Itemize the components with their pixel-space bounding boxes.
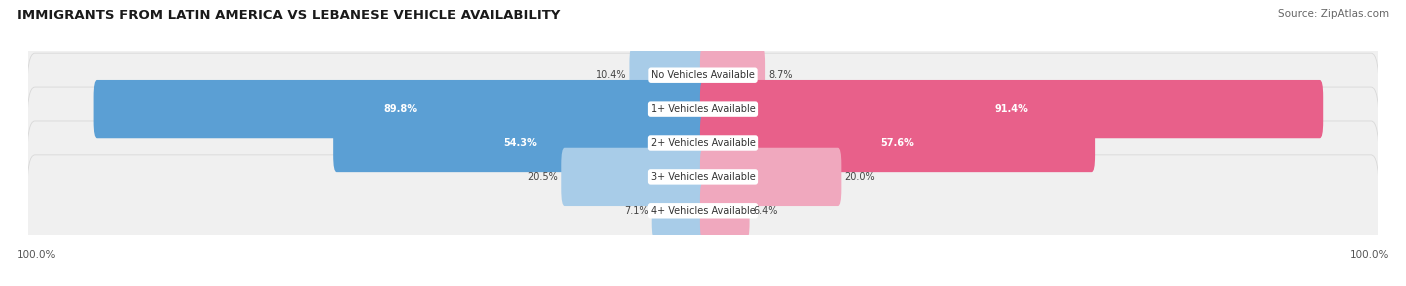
Text: 20.0%: 20.0% (845, 172, 876, 182)
Text: Source: ZipAtlas.com: Source: ZipAtlas.com (1278, 9, 1389, 19)
FancyBboxPatch shape (94, 80, 706, 138)
Text: 10.4%: 10.4% (596, 70, 626, 80)
FancyBboxPatch shape (700, 148, 841, 206)
FancyBboxPatch shape (27, 53, 1379, 165)
Text: 57.6%: 57.6% (880, 138, 914, 148)
Text: 89.8%: 89.8% (382, 104, 418, 114)
FancyBboxPatch shape (700, 114, 1095, 172)
FancyBboxPatch shape (652, 182, 706, 240)
FancyBboxPatch shape (561, 148, 706, 206)
FancyBboxPatch shape (700, 46, 765, 104)
FancyBboxPatch shape (27, 121, 1379, 233)
Text: 3+ Vehicles Available: 3+ Vehicles Available (651, 172, 755, 182)
Text: 8.7%: 8.7% (769, 70, 793, 80)
Text: No Vehicles Available: No Vehicles Available (651, 70, 755, 80)
Text: 1+ Vehicles Available: 1+ Vehicles Available (651, 104, 755, 114)
Text: 4+ Vehicles Available: 4+ Vehicles Available (651, 206, 755, 216)
FancyBboxPatch shape (333, 114, 706, 172)
FancyBboxPatch shape (630, 46, 706, 104)
Text: 100.0%: 100.0% (1350, 250, 1389, 260)
Text: IMMIGRANTS FROM LATIN AMERICA VS LEBANESE VEHICLE AVAILABILITY: IMMIGRANTS FROM LATIN AMERICA VS LEBANES… (17, 9, 560, 21)
FancyBboxPatch shape (700, 182, 749, 240)
Text: 100.0%: 100.0% (17, 250, 56, 260)
FancyBboxPatch shape (700, 80, 1323, 138)
FancyBboxPatch shape (27, 155, 1379, 267)
Text: 6.4%: 6.4% (754, 206, 778, 216)
FancyBboxPatch shape (27, 87, 1379, 199)
Text: 20.5%: 20.5% (527, 172, 558, 182)
FancyBboxPatch shape (27, 19, 1379, 131)
Text: 7.1%: 7.1% (624, 206, 648, 216)
Text: 2+ Vehicles Available: 2+ Vehicles Available (651, 138, 755, 148)
Text: 91.4%: 91.4% (994, 104, 1028, 114)
Text: 54.3%: 54.3% (503, 138, 537, 148)
